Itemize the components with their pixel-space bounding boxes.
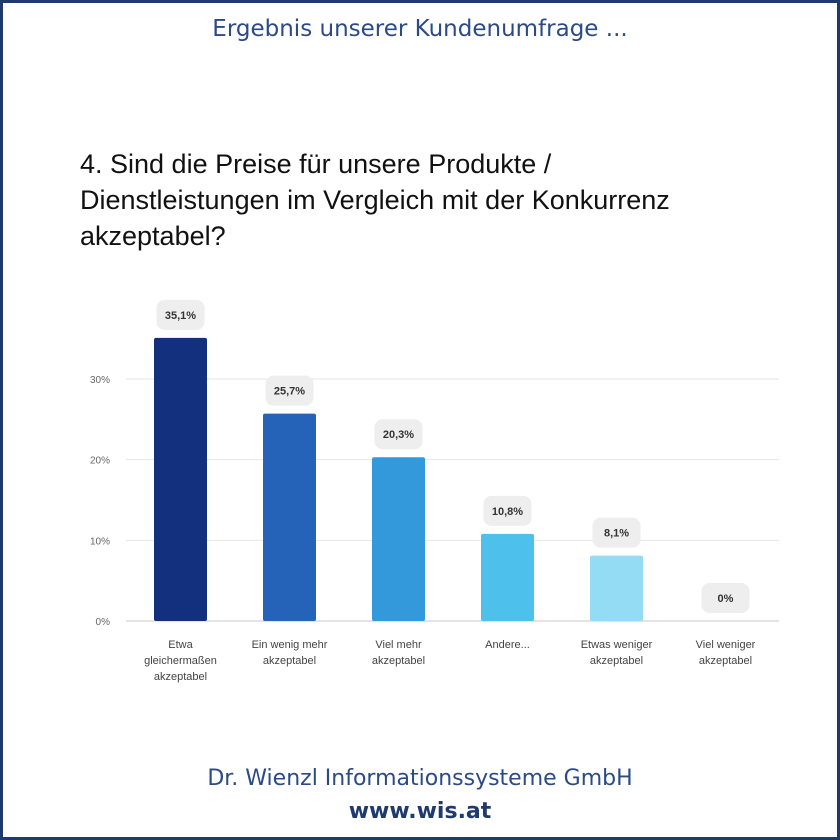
bar <box>154 337 207 621</box>
category-label: Etwas weniger <box>581 639 653 651</box>
category-label: Viel weniger <box>696 639 756 651</box>
y-tick-label: 10% <box>90 536 110 547</box>
data-label: 20,3% <box>383 429 414 441</box>
question-line-3: akzeptabel? <box>80 221 226 251</box>
question-heading: 4. Sind die Preise für unsere Produkte /… <box>80 146 800 254</box>
data-label: 35,1% <box>165 310 196 322</box>
category-label: Viel mehr <box>375 639 422 651</box>
category-label: Etwa <box>168 639 193 651</box>
bar <box>263 413 316 621</box>
category-label: Ein wenig mehr <box>252 639 328 651</box>
data-label-pill <box>592 517 641 548</box>
data-label-pill <box>483 495 532 526</box>
bar <box>481 533 534 621</box>
data-label: 10,8% <box>492 506 523 518</box>
data-label-pill <box>374 419 423 450</box>
data-label: 0% <box>718 593 734 605</box>
data-label: 25,7% <box>274 386 305 398</box>
y-tick-label: 0% <box>96 617 111 628</box>
question-line-1: 4. Sind die Preise für unsere Produkte / <box>80 149 552 179</box>
question-line-2: Dienstleistungen im Vergleich mit der Ko… <box>80 185 670 215</box>
y-tick-label: 20% <box>90 456 110 467</box>
category-label: Andere... <box>485 639 530 651</box>
bar-chart: 0% 10% 20% 30% 35,1% Etwa gleichermaßen akzepta… <box>90 299 779 683</box>
bar <box>590 555 643 621</box>
category-label: akzeptabel <box>154 671 207 683</box>
data-label-pill <box>265 375 314 406</box>
y-tick-label: 30% <box>90 375 110 386</box>
data-label-pill <box>156 299 205 330</box>
category-label: gleichermaßen <box>144 655 217 667</box>
category-label: akzeptabel <box>699 655 752 667</box>
category-label: akzeptabel <box>372 655 425 667</box>
page-title: Ergebnis unserer Kundenumfrage ... <box>212 16 628 42</box>
bar <box>372 457 425 621</box>
footer-company-name: Dr. Wienzl Informationssysteme GmbH <box>207 766 633 791</box>
footer-website-link[interactable]: www.wis.at <box>348 799 492 824</box>
data-label-pill <box>701 583 750 613</box>
category-label: akzeptabel <box>263 655 316 667</box>
data-label: 8,1% <box>604 528 629 540</box>
category-label: akzeptabel <box>590 655 643 667</box>
